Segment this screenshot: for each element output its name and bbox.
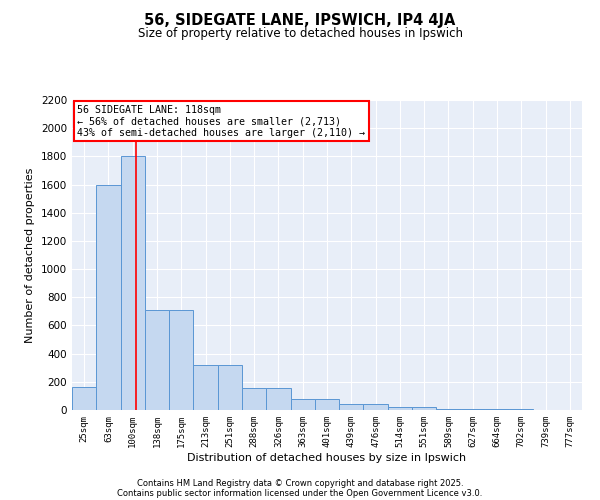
Bar	[218, 365, 242, 410]
Bar	[145, 310, 169, 410]
Text: 56 SIDEGATE LANE: 118sqm
← 56% of detached houses are smaller (2,713)
43% of sem: 56 SIDEGATE LANE: 118sqm ← 56% of detach…	[77, 104, 365, 138]
Bar	[339, 404, 364, 410]
Bar	[364, 404, 388, 410]
Text: Contains HM Land Registry data © Crown copyright and database right 2025.: Contains HM Land Registry data © Crown c…	[137, 478, 463, 488]
Bar	[388, 407, 412, 410]
Text: Contains public sector information licensed under the Open Government Licence v3: Contains public sector information licen…	[118, 488, 482, 498]
Bar	[242, 388, 266, 410]
Bar	[436, 408, 461, 410]
Bar	[290, 400, 315, 410]
Bar	[315, 400, 339, 410]
Bar	[412, 407, 436, 410]
Text: 56, SIDEGATE LANE, IPSWICH, IP4 4JA: 56, SIDEGATE LANE, IPSWICH, IP4 4JA	[145, 12, 455, 28]
Bar	[72, 388, 96, 410]
Bar	[96, 184, 121, 410]
Text: Size of property relative to detached houses in Ipswich: Size of property relative to detached ho…	[137, 28, 463, 40]
Bar	[169, 310, 193, 410]
X-axis label: Distribution of detached houses by size in Ipswich: Distribution of detached houses by size …	[187, 452, 467, 462]
Bar	[121, 156, 145, 410]
Y-axis label: Number of detached properties: Number of detached properties	[25, 168, 35, 342]
Bar	[461, 408, 485, 410]
Bar	[266, 388, 290, 410]
Bar	[193, 365, 218, 410]
